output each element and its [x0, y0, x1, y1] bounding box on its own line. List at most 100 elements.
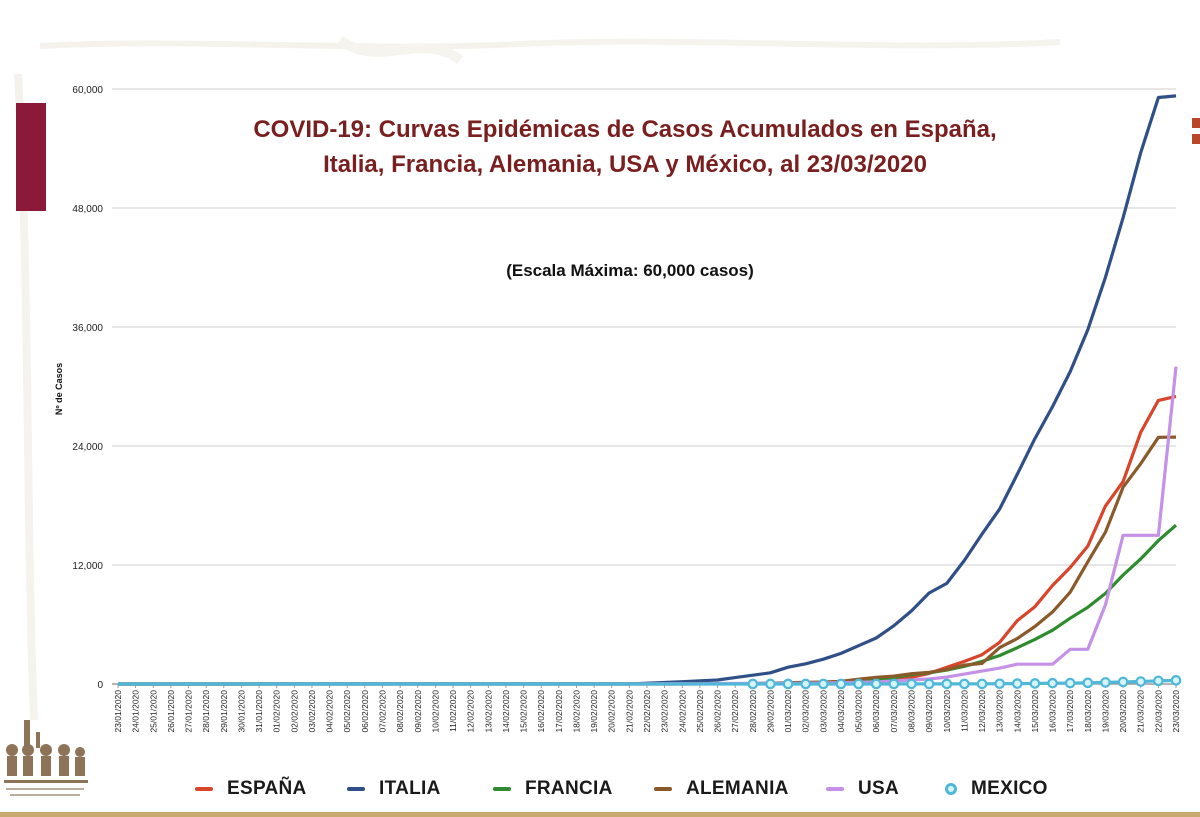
- legend-swatch: [654, 787, 672, 791]
- data-point: [782, 678, 794, 690]
- legend-item-españa: ESPAÑA: [195, 776, 307, 802]
- legend-label: ALEMANIA: [686, 778, 789, 799]
- x-tick-label: 14/02/2020: [501, 690, 511, 733]
- y-tick-label: 12,000: [72, 561, 103, 572]
- x-tick-label: 23/02/2020: [660, 690, 670, 733]
- x-tick-label: 01/03/2020: [783, 690, 793, 733]
- data-point: [1064, 677, 1076, 689]
- legend-item-usa: USA: [826, 776, 899, 802]
- data-point: [976, 678, 988, 690]
- legend-label: ESPAÑA: [227, 778, 307, 799]
- series-mexico: [118, 675, 1182, 690]
- legend-item-francia: FRANCIA: [493, 776, 613, 802]
- x-tick-label: 18/03/2020: [1083, 690, 1093, 733]
- x-tick-label: 12/02/2020: [466, 690, 476, 733]
- legend-swatch: [493, 787, 511, 791]
- x-tick-label: 07/02/2020: [378, 690, 388, 733]
- legend-item-alemania: ALEMANIA: [654, 776, 789, 802]
- legend-swatch: [195, 787, 213, 791]
- y-tick-label: 36,000: [72, 323, 103, 334]
- x-tick-label: 28/01/2020: [201, 690, 211, 733]
- x-tick-label: 20/02/2020: [607, 690, 617, 733]
- legend-item-mexico: MEXICO: [945, 776, 1048, 802]
- data-point: [1011, 678, 1023, 689]
- legend-label: FRANCIA: [525, 778, 613, 799]
- x-tick-label: 08/02/2020: [395, 690, 405, 733]
- x-tick-label: 22/03/2020: [1153, 690, 1163, 733]
- data-point: [994, 678, 1005, 690]
- data-point: [1153, 675, 1164, 687]
- legend-item-italia: ITALIA: [347, 776, 441, 802]
- x-tick-label: 29/02/2020: [765, 690, 775, 733]
- x-tick-label: 03/03/2020: [818, 690, 828, 733]
- y-tick-label: 24,000: [72, 442, 103, 453]
- x-tick-label: 11/03/2020: [959, 690, 969, 732]
- x-tick-label: 28/02/2020: [748, 690, 758, 733]
- x-tick-label: 04/02/2020: [325, 690, 335, 733]
- series-italia: [118, 94, 1177, 686]
- series-españa: [118, 394, 1177, 686]
- legend-swatch: [945, 783, 957, 795]
- y-tick-label: 60,000: [72, 85, 103, 96]
- data-point: [1100, 677, 1111, 688]
- x-tick-label: 02/02/2020: [289, 690, 299, 733]
- y-tick-label: 0: [97, 680, 103, 691]
- data-point: [906, 678, 917, 690]
- y-tick-labels: 0 12,000 24,000 36,000 48,000 60,000: [72, 85, 103, 691]
- series-line: [118, 94, 1177, 686]
- gridlines: [112, 88, 1176, 685]
- x-tick-label: 08/03/2020: [907, 690, 917, 733]
- x-tick-label: 15/03/2020: [1030, 690, 1040, 733]
- data-point: [1047, 677, 1058, 689]
- government-logo: [4, 720, 88, 796]
- x-tick-label: 12/03/2020: [977, 690, 987, 733]
- data-point: [800, 678, 811, 690]
- x-tick-label: 04/03/2020: [836, 690, 846, 733]
- legend-label: ITALIA: [379, 778, 441, 799]
- data-point: [1170, 675, 1182, 686]
- x-tick-label: 16/03/2020: [1048, 690, 1058, 733]
- data-point: [923, 678, 935, 690]
- y-tick-label: 48,000: [72, 204, 103, 215]
- x-tick-label: 16/02/2020: [536, 690, 546, 733]
- x-tick-label: 11/02/2020: [448, 690, 458, 732]
- x-tick-label: 05/02/2020: [342, 690, 352, 733]
- legend-label: USA: [858, 778, 900, 799]
- chart-title-line1: COVID-19: Curvas Epidémicas de Casos Acu…: [253, 116, 997, 143]
- x-tick-label: 10/03/2020: [942, 690, 952, 733]
- x-tick-label: 06/02/2020: [360, 690, 370, 733]
- x-tick-label: 13/02/2020: [483, 690, 493, 733]
- data-point: [959, 678, 970, 690]
- x-tick-label: 13/03/2020: [995, 690, 1005, 733]
- x-tick-label: 02/03/2020: [801, 690, 811, 733]
- x-tick-label: 30/01/2020: [236, 690, 246, 733]
- data-point: [835, 678, 847, 690]
- x-tick-label: 27/01/2020: [184, 690, 194, 733]
- data-point: [1029, 678, 1041, 689]
- x-tick-label: 07/03/2020: [889, 690, 899, 733]
- x-tick-label: 18/02/2020: [571, 690, 581, 733]
- legend-label: MEXICO: [971, 778, 1048, 799]
- data-point: [747, 678, 759, 690]
- x-tick-label: 19/03/2020: [1100, 690, 1110, 733]
- data-point: [888, 678, 900, 690]
- x-tick-label: 31/01/2020: [254, 690, 264, 733]
- x-tick-label: 09/02/2020: [413, 690, 423, 733]
- x-tick-label: 29/01/2020: [219, 690, 229, 733]
- series-lines: [118, 94, 1182, 690]
- x-tick-label: 10/02/2020: [430, 690, 440, 733]
- data-point: [765, 678, 776, 690]
- x-tick-label: 24/01/2020: [131, 690, 141, 733]
- series-usa: [118, 366, 1178, 686]
- x-tick-label: 26/01/2020: [166, 690, 176, 733]
- x-tick-label: 03/02/2020: [307, 690, 317, 733]
- x-tick-label: 23/01/2020: [113, 690, 123, 733]
- x-tick-label: 05/03/2020: [854, 690, 864, 733]
- series-francia: [118, 523, 1178, 686]
- x-tick-label: 22/02/2020: [642, 690, 652, 733]
- series-line: [118, 523, 1178, 686]
- legend-swatch: [826, 787, 844, 791]
- chart-title: COVID-19: Curvas Epidémicas de Casos Acu…: [150, 112, 1100, 182]
- data-point: [870, 678, 882, 690]
- chart-subtitle: (Escala Máxima: 60,000 casos): [506, 261, 754, 280]
